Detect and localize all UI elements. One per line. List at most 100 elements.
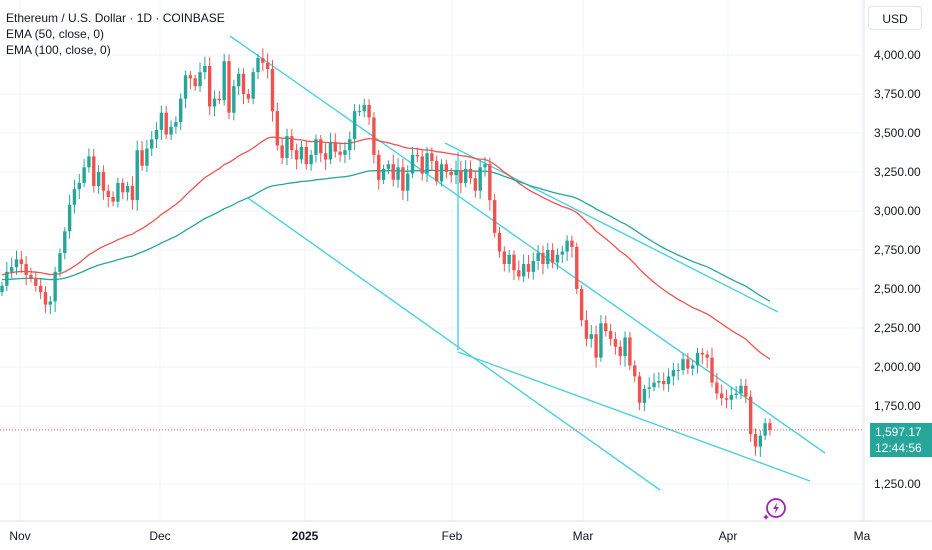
candle [531, 252, 535, 280]
candle-body [729, 395, 734, 400]
candle-body [690, 365, 695, 369]
candle-body [24, 264, 28, 275]
candle [319, 135, 323, 163]
candle-body [579, 289, 584, 321]
bar-countdown: 12:44:56 [875, 441, 922, 455]
candle [734, 385, 738, 400]
candle [768, 418, 772, 436]
candle [401, 158, 405, 200]
candle-body [695, 352, 700, 366]
candle [352, 103, 357, 151]
candle [217, 90, 222, 105]
candle-body [261, 58, 265, 63]
candle-body [439, 164, 444, 182]
candle-body [348, 139, 352, 151]
candle-body [130, 186, 135, 201]
candle-body [652, 382, 656, 388]
candle [565, 235, 569, 262]
candle [652, 373, 656, 392]
candle-body [9, 267, 14, 272]
candle-body [135, 150, 139, 201]
candle [121, 178, 125, 200]
candle-body [77, 182, 81, 190]
candle-body [686, 359, 690, 369]
candle-body [111, 196, 115, 202]
candle-body [662, 381, 666, 385]
candle-body [488, 164, 492, 201]
candle-body [236, 73, 241, 87]
candle [116, 177, 120, 208]
candle-body [53, 271, 57, 302]
candle-body [294, 150, 299, 160]
candle [338, 143, 342, 162]
candle-body [715, 382, 719, 394]
candle [270, 60, 275, 122]
candle-body [145, 148, 149, 166]
candle-body [599, 323, 603, 358]
candle [140, 141, 144, 171]
candle-body [570, 240, 574, 247]
candle-body [575, 246, 579, 289]
y-tick-label: 2,500.00 [874, 282, 921, 296]
candle [430, 147, 434, 171]
candle [9, 257, 14, 279]
candle-body [58, 253, 62, 272]
candle-body [179, 98, 183, 123]
candle-body [174, 122, 178, 127]
candle [584, 310, 589, 347]
candle-body [116, 182, 120, 202]
candle-body [536, 253, 540, 261]
candle-body [734, 393, 738, 396]
candle [715, 373, 719, 400]
candle-body [560, 251, 564, 255]
candle [183, 70, 188, 108]
x-tick-label: Apr [719, 529, 738, 543]
candle [391, 154, 395, 187]
candle [488, 157, 492, 211]
candle-body [473, 178, 478, 191]
candle-body [227, 61, 231, 113]
candle-body [420, 156, 424, 174]
candle [647, 377, 651, 399]
candle [246, 89, 251, 104]
candle [357, 104, 362, 117]
y-tick-label: 4,000.00 [874, 48, 921, 62]
candle [463, 159, 468, 188]
candle [396, 158, 400, 188]
candle-body [265, 62, 270, 70]
ema100-label[interactable]: EMA (100, close, 0) [6, 43, 111, 57]
candle [724, 389, 729, 409]
candle-body [430, 153, 434, 162]
candle-body [270, 69, 275, 112]
lightning-icon[interactable] [762, 496, 788, 522]
candle-body [280, 145, 284, 158]
candle-body [517, 270, 521, 277]
candle-body [463, 168, 468, 183]
candle-body [401, 167, 405, 191]
candle [671, 362, 676, 386]
candle [439, 159, 444, 187]
candle-body [391, 164, 395, 180]
ema50-label[interactable]: EMA (50, close, 0) [6, 27, 105, 41]
candle-body [352, 111, 357, 140]
candle-body [550, 250, 555, 263]
candle-body [343, 150, 347, 155]
candle [188, 70, 193, 89]
candle [662, 372, 666, 391]
trendline [444, 142, 779, 313]
y-tick-label: 2,250.00 [874, 321, 921, 335]
candle-body [72, 189, 77, 205]
candle-body [377, 154, 381, 180]
candle [348, 131, 352, 160]
candle-body [251, 72, 255, 99]
candle [159, 105, 164, 140]
candle [0, 281, 4, 297]
candle [24, 256, 28, 286]
candle [125, 181, 130, 201]
candle-body [710, 357, 714, 383]
candle [63, 227, 67, 260]
symbol-title[interactable]: Ethereum / U.S. Dollar · 1D · COINBASE [6, 11, 225, 25]
currency-button[interactable]: USD [868, 6, 922, 30]
candle [5, 262, 9, 292]
